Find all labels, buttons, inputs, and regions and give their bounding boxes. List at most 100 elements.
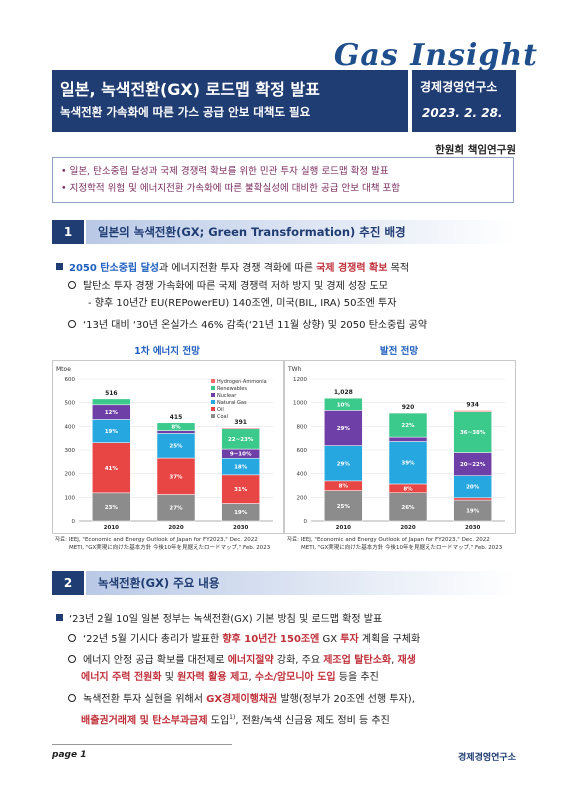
primary-energy-chart-svg: Mtoe 0 100 200 300 400 500 600 23% 41% 19% 12% 516 20… — [56, 366, 273, 531]
source-left: 자료: IEEJ, "Economic and Energy Outlook o… — [55, 537, 271, 551]
chart-power-generation: TWh 0 200 400 600 800 1000 1200 25% 8% 29% 29% 10% 1,… — [284, 360, 516, 534]
source-right: 자료: IEEJ, "Economic and Energy Outlook o… — [287, 537, 503, 551]
bar-segment — [453, 410, 492, 412]
y-tick-label: 500 — [65, 401, 76, 407]
x-tick-label: 2020 — [168, 525, 183, 531]
section-1-heading: 1 일본의 녹색전환(GX; Green Transformation) 추진 … — [52, 220, 514, 244]
legend-swatch — [211, 386, 215, 390]
data-label: 29% — [337, 461, 351, 467]
y-tick-label: 1200 — [293, 377, 307, 383]
data-label: 29% — [337, 426, 351, 432]
data-label: 12% — [105, 410, 119, 416]
y-tick-label: 800 — [297, 424, 308, 430]
author: 한원희 책임연구원 — [435, 144, 516, 156]
bar-segment — [92, 442, 131, 494]
data-label: 20~22% — [460, 462, 486, 468]
data-label: 9~10% — [230, 452, 252, 458]
legend-swatch — [211, 407, 215, 411]
data-label: 25% — [337, 504, 351, 510]
header-date: 2023. 2. 28. — [422, 106, 503, 120]
bar-segment — [453, 497, 492, 501]
data-label: 36~38% — [460, 430, 486, 436]
legend-label: Natural Gas — [217, 400, 247, 406]
data-label: 22% — [401, 423, 415, 429]
section-title: 녹색전환(GX) 주요 내용 — [98, 576, 220, 590]
y-tick-label: 600 — [65, 377, 76, 383]
sub-detail: - 향후 10년간 EU(REPowerEU) 140조엔, 미국(BIL, I… — [88, 298, 397, 309]
summary-item: • 지정학적 위험 및 에너지전환 가속화에 따른 불확실성에 대비한 공급 안… — [61, 183, 401, 194]
legend-swatch — [211, 393, 215, 397]
x-tick-label: 2010 — [336, 525, 351, 531]
page-title: 일본, 녹색전환(GX) 로드맵 확정 발표 — [60, 80, 320, 99]
data-label: 18% — [234, 465, 248, 471]
bar-segment — [324, 490, 363, 522]
circle-bullet-icon — [68, 634, 76, 642]
bar-segment — [388, 436, 428, 442]
y-tick-label: 0 — [72, 519, 76, 525]
y-tick-label: 200 — [65, 472, 76, 478]
section-heading-bar — [86, 571, 514, 595]
data-label: 31% — [234, 487, 248, 493]
y-axis-unit: Mtoe — [56, 366, 71, 373]
total-label: 415 — [170, 414, 183, 421]
bar-segment — [156, 457, 196, 495]
y-tick-label: 400 — [65, 424, 76, 430]
circle-bullet-icon — [68, 320, 76, 328]
x-tick-label: 2030 — [233, 525, 248, 531]
summary-box: • 일본, 탄소중립 달성과 국제 경쟁력 확보를 위한 민관 투자 실행 로드… — [52, 157, 514, 203]
bar-segment — [324, 397, 363, 411]
section-number: 2 — [52, 571, 84, 595]
bar-segment — [324, 445, 363, 482]
bullet-2: ‘23년 2월 10일 일본 정부는 녹색전환(GX) 기본 방침 및 로드맵 … — [56, 612, 382, 628]
data-label: 19% — [234, 510, 248, 516]
legend-swatch — [211, 414, 215, 418]
bar-segment — [324, 410, 363, 446]
footer-org: 경제경영연구소 — [458, 753, 516, 763]
data-label: 25% — [169, 444, 183, 450]
sub-bullet: 탈탄소 투자 경쟁 가속화에 따른 국제 경쟁력 저하 방지 및 경제 성장 도… — [68, 279, 388, 295]
title-banner: 일본, 녹색전환(GX) 로드맵 확정 발표 녹색전환 가속화에 따른 가스 공… — [52, 70, 408, 132]
section-title: 일본의 녹색전환(GX; Green Transformation) 추진 배경 — [98, 225, 406, 239]
sub-bullet: 녹색전환 투자 실현을 위해서 GX경제이행채권 발행(정부가 20조엔 선행 … — [68, 692, 415, 708]
bar-segment — [92, 492, 131, 522]
data-label: 26% — [401, 505, 415, 511]
chart-title-left: 1차 에너지 전망 — [134, 346, 200, 357]
gas-insight-logo: Gas Insight — [334, 38, 538, 73]
summary-item: • 일본, 탄소중립 달성과 국제 경쟁력 확보를 위한 민관 투자 실행 로드… — [61, 166, 389, 177]
data-label: 27% — [169, 506, 183, 512]
data-label: 23% — [105, 505, 119, 511]
bar-segment — [388, 492, 428, 522]
bar-segment — [388, 412, 428, 438]
x-tick-label: 2020 — [400, 525, 415, 531]
footer-divider — [52, 744, 232, 745]
footer-page-number: page 1 — [52, 750, 87, 760]
total-label: 1,028 — [334, 389, 353, 396]
data-label: 19% — [466, 509, 480, 515]
bullet-1: 2050 탄소중립 달성과 에너지전환 투자 경쟁 격화에 따른 국제 경쟁력 … — [56, 261, 409, 277]
total-label: 920 — [402, 404, 415, 411]
header-org: 경제경영연구소 — [420, 80, 498, 94]
data-label: 19% — [105, 429, 119, 435]
legend-swatch — [211, 400, 215, 404]
data-label: 8% — [339, 484, 349, 490]
x-tick-label: 2030 — [465, 525, 480, 531]
legend-label: Oil — [217, 407, 224, 413]
chart-title-right: 발전 전망 — [379, 346, 419, 357]
legend-label: Hydrogen·Ammonia — [217, 379, 267, 385]
data-label: 8% — [403, 486, 413, 492]
circle-bullet-icon — [68, 655, 76, 663]
bar-segment — [156, 433, 196, 459]
bar-segment — [156, 430, 196, 434]
y-tick-label: 0 — [304, 519, 308, 525]
data-label: 8% — [171, 425, 181, 431]
square-bullet-icon — [56, 614, 63, 621]
section-number: 1 — [52, 220, 84, 244]
sub-bullet: 에너지 안정 공급 확보를 대전제로 에너지절약 강화, 주요 제조업 탈탄소화… — [68, 653, 416, 669]
chart-primary-energy: Mtoe 0 100 200 300 400 500 600 23% 41% 19% 12% 516 20… — [52, 360, 284, 534]
legend-label: Nuclear — [217, 393, 237, 399]
sub-bullet: ‘13년 대비 ‘30년 온실가스 46% 감축(‘21년 11월 상향) 및 … — [68, 318, 427, 334]
legend-label: Coal — [217, 414, 228, 420]
data-label: 22~23% — [228, 437, 254, 443]
y-tick-label: 200 — [297, 495, 308, 501]
data-label: 41% — [105, 466, 119, 472]
